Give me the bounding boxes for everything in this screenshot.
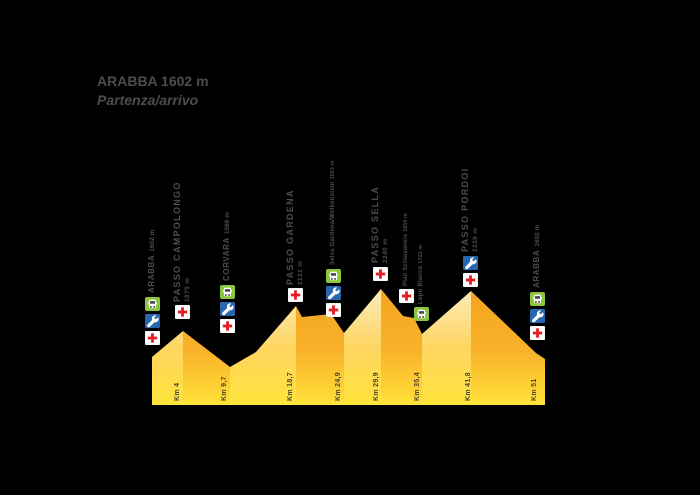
descent-segment-corvara: [183, 331, 230, 405]
km-mark: Km 18,7: [287, 372, 294, 401]
climb-segment-campolongo: [152, 331, 183, 405]
bus-icon: [413, 307, 429, 321]
waypoint-altitude: 2239 m: [471, 227, 479, 252]
descent-segment-arabba: [471, 291, 545, 405]
km-mark: Km 9,7: [221, 376, 228, 401]
wrench-icon: [219, 302, 235, 316]
title-block: ARABBA 1602 m Partenza/arrivo: [97, 72, 209, 110]
waypoint-altitude: 1722 m: [418, 244, 424, 264]
waypoint-altitude: 1568 m: [224, 212, 231, 235]
waypoint-altitude: 2121 m: [296, 260, 304, 285]
bus-icon: [529, 292, 545, 306]
waypoint-label-passo-sella: PASSO SELLA 2240 m: [370, 185, 389, 263]
waypoint-altitude: 1563 m: [330, 160, 336, 180]
climb-segment-pordoi: [422, 291, 471, 405]
km-mark: Km 29,9: [373, 372, 380, 401]
wrench-icon: [325, 286, 341, 300]
waypoint-label-selva-wolkenstein: Selva Gardena/Wolkenstein1563 m: [330, 161, 336, 265]
climb-segment-sella: [344, 289, 381, 405]
wrench-icon: [462, 256, 478, 270]
first-aid-icon: [398, 289, 414, 303]
km-mark: Km 41,8: [465, 372, 472, 401]
title-subtitle: Partenza/arrivo: [97, 92, 199, 108]
km-mark: Km 4: [174, 382, 181, 401]
waypoint-label-passo-campolongo: PASSO CAMPOLONGO 1875 m: [172, 181, 191, 302]
wrench-icon: [529, 309, 545, 323]
waypoint-name: ARABBA: [147, 254, 156, 293]
waypoint-name: PASSO CAMPOLONGO: [172, 181, 182, 302]
climb-segment-gardena: [230, 306, 296, 405]
wrench-icon: [144, 314, 160, 328]
bus-icon: [219, 285, 235, 299]
descent-segment-lupo-bianco: [381, 289, 422, 405]
title-location: ARABBA 1602 m: [97, 73, 209, 89]
waypoint-name: PASSO GARDENA: [285, 189, 295, 285]
waypoint-altitude: 1850 m: [403, 213, 409, 232]
waypoint-name: ARABBA: [532, 249, 541, 288]
waypoint-name: PASSO PORDOI: [460, 167, 470, 252]
first-aid-icon: [529, 326, 545, 340]
waypoint-name: PASSO SELLA: [370, 185, 380, 263]
km-mark: Km 24,9: [335, 372, 342, 401]
waypoint-label-passo-gardena: PASSO GARDENA 2121 m: [285, 189, 304, 285]
first-aid-icon: [219, 319, 235, 333]
bus-icon: [144, 297, 160, 311]
waypoint-label-lupo-bianco: Lupo Bianco1722 m: [418, 245, 424, 304]
waypoint-label-arabba-start: ARABBA 1602 m: [147, 229, 156, 293]
waypoint-altitude: 1602 m: [149, 229, 156, 252]
first-aid-icon: [144, 331, 160, 345]
waypoint-label-arabba-finish: ARABBA 1602 m: [532, 224, 541, 288]
first-aid-icon: [174, 305, 190, 319]
first-aid-icon: [325, 303, 341, 317]
bus-icon: [325, 269, 341, 283]
waypoint-altitude: 1875 m: [183, 277, 191, 302]
km-mark: Km 51: [531, 378, 538, 401]
waypoint-name: Pian Schiavaneis: [403, 233, 409, 286]
descent-segment-selva: [296, 306, 344, 405]
first-aid-icon: [287, 288, 303, 302]
waypoint-altitude: 2240 m: [381, 238, 389, 263]
first-aid-icon: [372, 267, 388, 281]
waypoint-name: Selva Gardena/Wolkenstein: [330, 181, 336, 265]
waypoint-label-pian-schiavaneis: Pian Schiavaneis1850 m: [403, 213, 409, 286]
waypoint-altitude: 1602 m: [534, 224, 541, 247]
waypoint-label-passo-pordoi: PASSO PORDOI 2239 m: [460, 167, 479, 252]
waypoint-label-corvara: CORVARA 1568 m: [222, 212, 231, 281]
km-mark: Km 35,4: [414, 372, 421, 401]
waypoint-name: CORVARA: [222, 237, 231, 281]
first-aid-icon: [462, 273, 478, 287]
waypoint-name: Lupo Bianco: [418, 265, 424, 304]
